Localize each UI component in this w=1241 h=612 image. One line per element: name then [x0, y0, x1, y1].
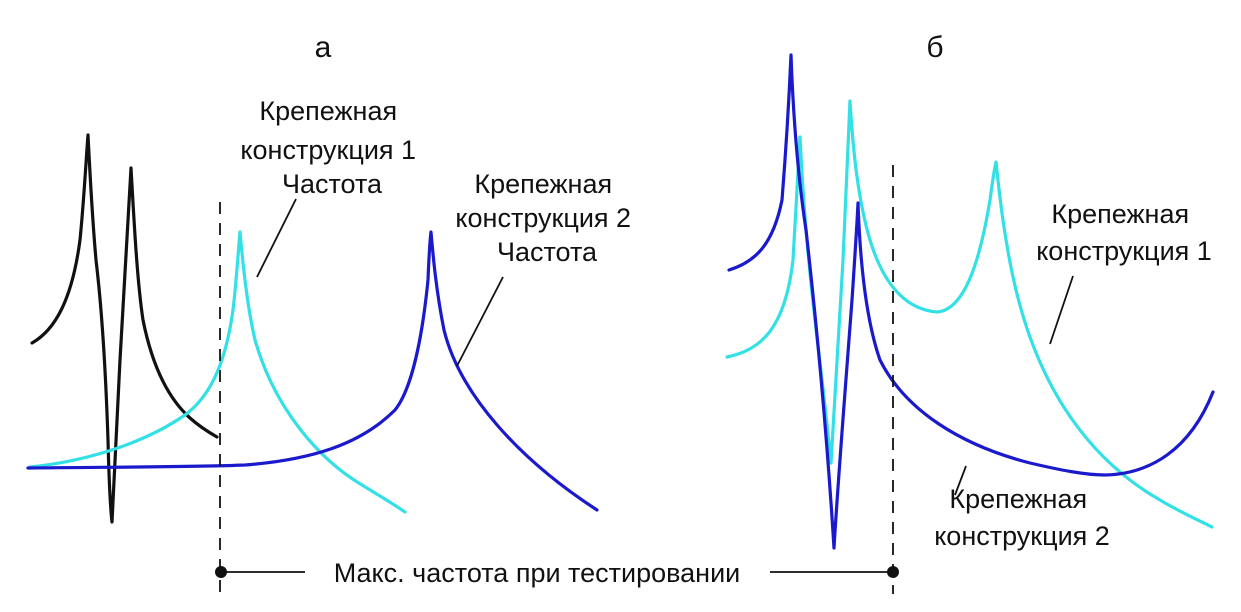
panel-a-blue-curve — [26, 230, 599, 512]
panel-b-mount1-leader — [1049, 275, 1074, 345]
panel-b-blue-curve — [727, 53, 1215, 550]
panel-a-mount2-leader — [456, 276, 504, 367]
panel-b-cyan-curve — [725, 99, 1214, 529]
max-frequency-caption: Макс. частота при тестировании — [334, 558, 741, 588]
panel-a-mount1-leader — [256, 198, 297, 278]
panel-a-mount2-label: Крепежная конструкция 2 Частота — [455, 169, 638, 267]
panel-b-mount2-label: Крепежная конструкция 2 — [934, 484, 1110, 551]
panel-a-mount1-label: Крепежная конструкция 1 Частота — [240, 96, 423, 199]
panel-a-cyan-curve — [28, 230, 407, 514]
panel-a-letter: а — [315, 31, 332, 64]
panel-a-black-curve — [30, 133, 219, 524]
panel-b-mount1-label: Крепежная конструкция 1 — [1036, 199, 1212, 266]
panel-b-letter: б — [926, 31, 943, 64]
panel-b-mount2-leader — [954, 465, 967, 496]
